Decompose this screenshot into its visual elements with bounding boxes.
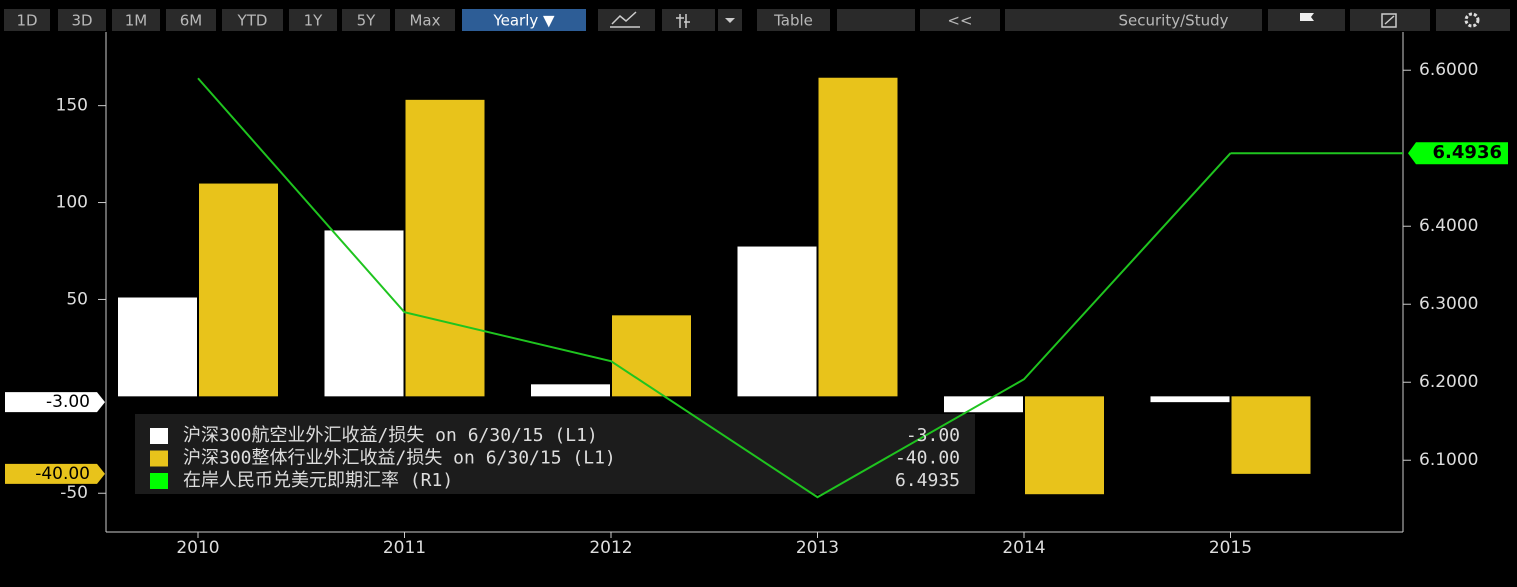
bar [818,77,898,397]
toolbar-label: YTD [237,12,268,30]
legend-value: -3.00 [906,425,960,446]
legend-swatch [150,428,168,444]
y-tick-label: 150 [56,96,88,116]
legend-value: 6.4935 [895,470,960,491]
axis-marker-label: -40.00 [35,464,90,484]
bar [531,384,610,397]
gear-icon [1464,12,1480,28]
toolbar-button[interactable] [222,9,283,31]
x-tick-label: 2012 [589,538,632,558]
toolbar-button[interactable] [920,9,1000,31]
x-tick-label: 2010 [176,538,219,558]
toolbar-label: 1M [125,12,148,30]
y2-tick-label: 6.3000 [1419,294,1478,314]
dropdown-arrow [725,18,735,23]
toolbar-label: << [947,12,972,30]
y-tick-label: 100 [56,193,88,213]
legend-swatch [150,473,168,489]
line [197,77,1232,499]
x-tick-label: 2015 [1209,538,1252,558]
legend-label: 在岸人民币兑美元即期汇率 (R1) [183,470,453,491]
toolbar-button[interactable] [58,9,106,31]
settings-button[interactable] [1436,9,1510,31]
toolbar-label: 6M [180,12,203,30]
axis-marker [5,463,105,484]
toolbar [598,9,1510,31]
toolbar-button[interactable] [395,9,455,31]
axis-marker-label: 6.4936 [1433,142,1502,163]
toolbar-label: 3D [71,12,92,30]
y2-tick-label: 6.6000 [1419,60,1478,80]
bar [612,315,691,397]
bar [1025,396,1104,495]
legend-swatch [150,450,168,467]
bar [944,396,1023,413]
bar-icon [676,14,690,28]
bar [405,99,485,397]
toolbar-label: 5Y [357,12,377,30]
toolbar-button[interactable] [1005,9,1262,31]
toolbar-label: 1Y [304,12,324,30]
toolbar-button[interactable] [4,9,50,31]
toolbar-label: Table [773,12,813,30]
bar [737,246,817,397]
y2-tick-label: 6.1000 [1419,450,1478,470]
toolbar-button[interactable] [342,9,390,31]
x-tick-label: 2013 [796,538,839,558]
toolbar-label: 1D [16,12,37,30]
flag-icon [1300,13,1314,28]
bar [1231,396,1311,474]
legend-value: -40.00 [895,448,960,469]
bar [324,230,404,397]
y2-tick-label: 6.2000 [1419,372,1478,392]
toolbar-button[interactable] [462,9,586,31]
legend-label: 沪深300航空业外汇收益/损失 on 6/30/15 (L1) [183,425,598,446]
bar [1150,396,1230,403]
toolbar-label: Yearly ▼ [492,12,555,30]
axis-marker-label: -3.00 [46,392,90,412]
y2-tick-label: 6.4000 [1419,216,1478,236]
bar-icon-button[interactable] [662,9,715,31]
toolbar-button[interactable] [289,9,337,31]
toolbar-button[interactable] [166,9,216,31]
toolbar-label: Max [409,12,440,30]
toolbar-button[interactable] [112,9,160,31]
toolbar-button[interactable] [757,9,830,31]
y-tick-label: -50 [60,483,88,503]
y-tick-label: 50 [66,289,88,309]
axis-marker [5,392,105,413]
edit-icon [1381,13,1397,28]
axis-marker [1408,142,1508,165]
legend-label: 沪深300整体行业外汇收益/损失 on 6/30/15 (L1) [183,448,616,469]
x-tick-label: 2014 [1002,538,1045,558]
bar [199,183,278,397]
bar [118,297,197,397]
x-tick-label: 2011 [383,538,426,558]
line-icon [610,11,640,28]
toolbar-label: Security/Study [1119,12,1229,30]
blank-button[interactable] [837,9,915,31]
legend-box [135,414,975,494]
